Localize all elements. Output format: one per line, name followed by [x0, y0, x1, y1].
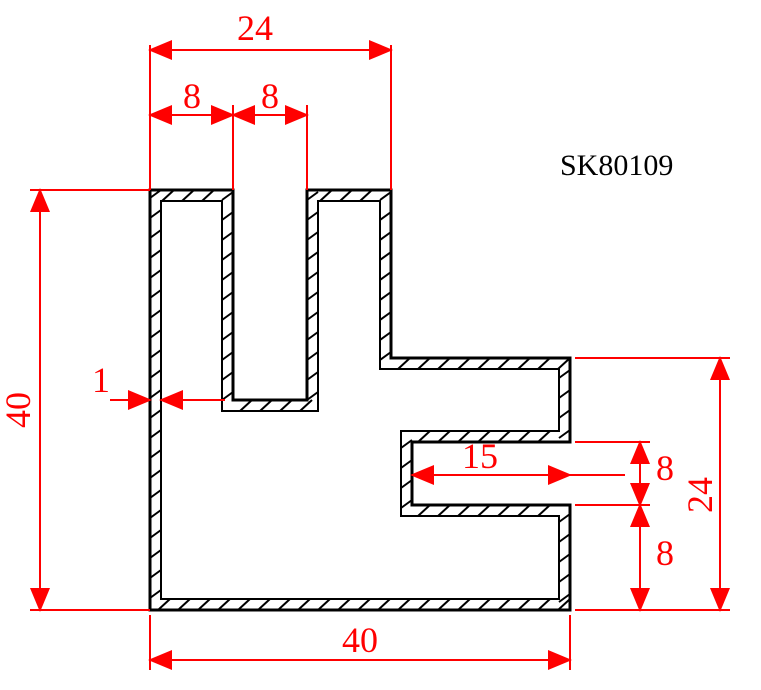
- part-number-label: SK80109: [560, 149, 673, 182]
- dim-right-slot-lower: 8: [656, 533, 674, 573]
- dim-right-slot-depth: 15: [462, 436, 498, 476]
- dim-top-slot-left: 8: [183, 76, 201, 116]
- dim-bottom-overall: 40: [342, 620, 378, 660]
- dim-top-slot-right: 8: [261, 76, 279, 116]
- dim-left-height: 40: [0, 392, 38, 428]
- dim-wall-thickness: 1: [92, 360, 110, 400]
- dim-right-height: 24: [680, 477, 720, 513]
- dim-right-slot-upper: 8: [656, 448, 674, 488]
- dim-top-overall: 24: [237, 8, 273, 48]
